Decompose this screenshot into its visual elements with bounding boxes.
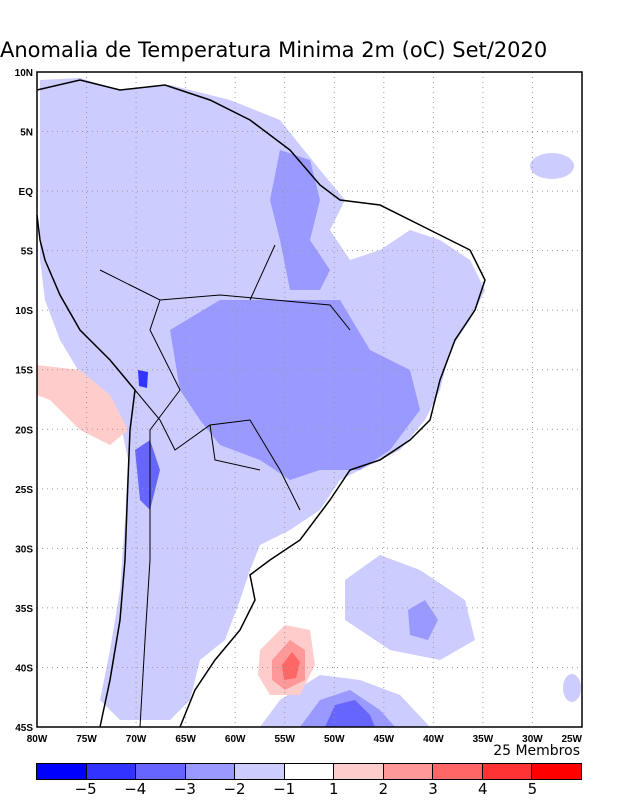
anomaly-shading — [37, 78, 581, 727]
lat-tick-label: 10N — [15, 68, 33, 79]
anomaly-ocean-blue-core — [408, 600, 438, 640]
lat-tick-label: 30S — [15, 544, 33, 555]
anomaly-south-blue-core — [325, 700, 375, 727]
anomaly-ocean-blue — [345, 555, 475, 660]
colorbar-swatch — [532, 764, 582, 779]
colorbar-swatch — [284, 764, 335, 779]
colorbar-swatch — [482, 764, 533, 779]
colorbar-swatch — [185, 764, 236, 779]
anomaly-blue-southeast — [563, 674, 581, 702]
colorbar-label: 5 — [527, 780, 538, 798]
lon-tick-label: 30W — [522, 734, 543, 745]
lat-tick-label: 25S — [15, 485, 33, 496]
anomaly-blue-region — [170, 300, 420, 480]
lat-tick-label: 35S — [15, 604, 33, 615]
map-title: Anomalia de Temperatura Minima 2m (oC) S… — [0, 38, 548, 62]
lat-tick-label: 5S — [21, 247, 34, 258]
colorbar-label: 4 — [477, 780, 488, 798]
map-frame — [36, 71, 583, 728]
lat-tick-label: 20S — [15, 425, 33, 436]
lon-tick-label: 35W — [473, 734, 494, 745]
anomaly-pink-pacific — [37, 365, 128, 445]
colorbar-swatch — [433, 764, 483, 779]
members-label: 25 Membros — [493, 743, 580, 759]
colorbar-label: 3 — [428, 780, 438, 798]
lat-tick-label: 5N — [20, 128, 33, 139]
colorbar-swatch — [383, 764, 434, 779]
axis-labels: 80W 75W 70W 65W 60W 55W 50W 45W 40W 35W 30W 25W 10N 5… — [15, 68, 583, 745]
colorbar-label: 1 — [329, 780, 339, 798]
lat-tick-label: EQ — [19, 187, 34, 198]
lat-tick-label: 45S — [15, 723, 33, 734]
colorbar-swatch — [136, 764, 186, 779]
colorbar-label: −2 — [223, 780, 246, 798]
colorbar-swatch — [86, 764, 137, 779]
lon-tick-label: 50W — [324, 734, 345, 745]
lon-tick-label: 40W — [423, 734, 444, 745]
colorbar-swatch — [37, 764, 87, 779]
colorbar-label: −5 — [74, 780, 97, 798]
lat-tick-label: 10S — [15, 306, 33, 317]
anomaly-andes-dark — [138, 370, 148, 388]
lon-tick-label: 70W — [126, 734, 147, 745]
lon-tick-label: 25W — [561, 734, 582, 745]
anomaly-blue-atlantic — [530, 153, 574, 179]
country-borders — [99, 244, 351, 728]
colorbar-swatch — [235, 764, 285, 779]
colorbar-label: 2 — [378, 780, 389, 798]
lon-tick-label: 80W — [27, 734, 48, 745]
colorbar-swatch — [334, 764, 384, 779]
lon-tick-label: 45W — [374, 734, 395, 745]
colorbar-label: −3 — [173, 780, 196, 798]
anomaly-andes-blue — [135, 440, 160, 510]
lon-tick-label: 65W — [175, 734, 196, 745]
colorbar-label: −4 — [124, 780, 147, 798]
colorbar-label: −1 — [273, 780, 296, 798]
lon-tick-label: 60W — [225, 734, 246, 745]
anomaly-blue-north — [270, 150, 330, 290]
lat-tick-label: 15S — [15, 366, 33, 377]
anomaly-red-core — [282, 652, 300, 680]
lon-tick-label: 55W — [274, 734, 295, 745]
lon-tick-label: 75W — [76, 734, 97, 745]
lat-tick-label: 40S — [15, 663, 33, 674]
colorbar — [36, 763, 582, 780]
